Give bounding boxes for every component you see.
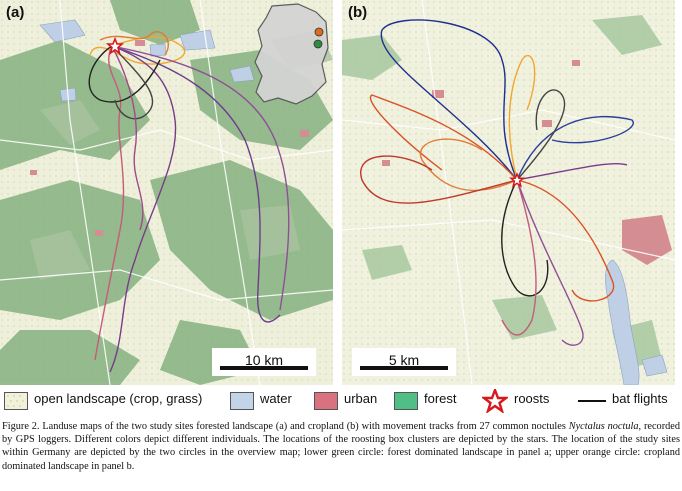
panel-a-label: (a) <box>6 4 25 21</box>
star-icon <box>482 389 508 413</box>
scale-line-b <box>360 366 448 370</box>
legend-roosts: roosts <box>514 391 550 406</box>
star-icon <box>509 172 525 188</box>
legend-water: water <box>260 391 292 406</box>
star-icon <box>105 36 125 55</box>
germany-outline-icon <box>254 3 329 105</box>
legend-open-landscape: open landscape (crop, grass) <box>34 391 203 406</box>
legend-forest: forest <box>424 391 457 406</box>
map-panel-a: (a) 10 km <box>0 0 333 385</box>
water-areas <box>605 259 668 385</box>
water-swatch <box>230 392 254 410</box>
bat-flight-tracks <box>360 19 634 346</box>
forest-landscape-map <box>0 0 333 385</box>
scale-bar-b: 5 km <box>352 348 456 376</box>
panel-b-label: (b) <box>348 4 368 21</box>
scale-label-b: 5 km <box>388 352 420 368</box>
map-legend: open landscape (crop, grass) water urban… <box>0 389 682 413</box>
scale-bar-a: 10 km <box>212 348 316 376</box>
figure-caption: Figure 2. Landuse maps of the two study … <box>2 420 680 473</box>
open-landscape-swatch <box>4 392 28 410</box>
map-panel-b: (b) 5 km <box>342 0 675 385</box>
scale-line-a <box>220 366 308 370</box>
caption-species: Nyctalus noctula <box>568 421 639 432</box>
bat-flight-tracks <box>88 31 290 373</box>
caption-text-1: Figure 2. Landuse maps of the two study … <box>2 421 569 432</box>
bat-flight-line-swatch <box>578 400 606 402</box>
urban-areas <box>30 40 309 236</box>
legend-urban: urban <box>344 391 378 406</box>
urban-areas <box>382 60 672 265</box>
legend-bat-flights: bat flights <box>612 391 668 406</box>
caption-text-2: , recorded by GPS loggers. Different col… <box>2 421 680 472</box>
scale-label-a: 10 km <box>244 352 284 368</box>
forest-swatch <box>394 392 418 410</box>
urban-swatch <box>314 392 338 410</box>
cropland-landscape-map <box>342 0 675 385</box>
